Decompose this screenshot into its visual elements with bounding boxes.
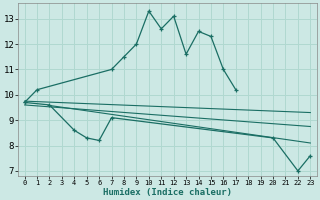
X-axis label: Humidex (Indice chaleur): Humidex (Indice chaleur) — [103, 188, 232, 197]
